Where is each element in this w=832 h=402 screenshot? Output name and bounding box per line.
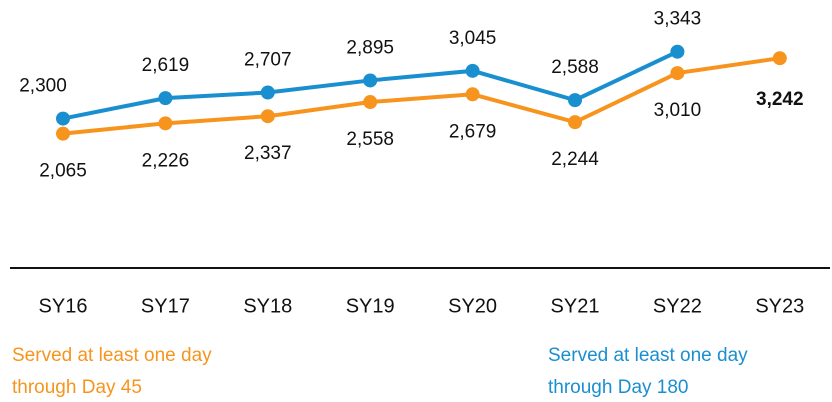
point xyxy=(568,93,582,108)
point xyxy=(670,44,685,59)
data-label: 2,707 xyxy=(244,50,292,71)
data-label: 3,242 xyxy=(756,89,804,110)
point xyxy=(670,66,685,81)
data-label: 2,226 xyxy=(142,150,190,171)
point xyxy=(363,95,378,110)
point xyxy=(465,63,480,78)
data-label: 3,045 xyxy=(449,28,497,49)
point xyxy=(363,73,378,88)
x-tick-label: SY19 xyxy=(346,295,395,317)
x-tick-label: SY17 xyxy=(141,295,190,317)
point xyxy=(158,91,173,106)
point xyxy=(465,87,480,102)
data-label: 2,558 xyxy=(346,129,394,150)
x-tick-label: SY21 xyxy=(551,295,600,317)
data-label: 2,895 xyxy=(346,37,394,58)
point xyxy=(260,109,275,124)
data-label: 2,679 xyxy=(449,121,497,142)
data-label: 3,010 xyxy=(654,100,702,121)
data-label: 2,337 xyxy=(244,143,292,164)
point xyxy=(56,111,70,126)
legend-entry: Served at least one day through Day 45 xyxy=(12,345,212,398)
legend-entry: Served at least one day through Day 180 xyxy=(548,345,748,398)
point xyxy=(158,116,173,131)
x-tick-label: SY16 xyxy=(39,295,88,317)
point xyxy=(568,115,582,130)
data-label: 2,588 xyxy=(551,57,599,78)
point xyxy=(772,51,787,66)
data-label: 3,343 xyxy=(654,9,702,30)
x-tick-label: SY23 xyxy=(755,295,804,317)
data-label: 2,244 xyxy=(551,149,599,170)
x-tick-label: SY18 xyxy=(243,295,292,317)
series-line xyxy=(62,56,781,136)
point xyxy=(260,85,275,100)
data-label: 2,065 xyxy=(39,161,87,182)
data-label: 2,300 xyxy=(19,76,67,97)
data-label: 2,619 xyxy=(142,55,190,76)
x-tick-label: SY20 xyxy=(448,295,497,317)
x-tick-label: SY22 xyxy=(653,295,702,317)
point xyxy=(56,126,70,141)
